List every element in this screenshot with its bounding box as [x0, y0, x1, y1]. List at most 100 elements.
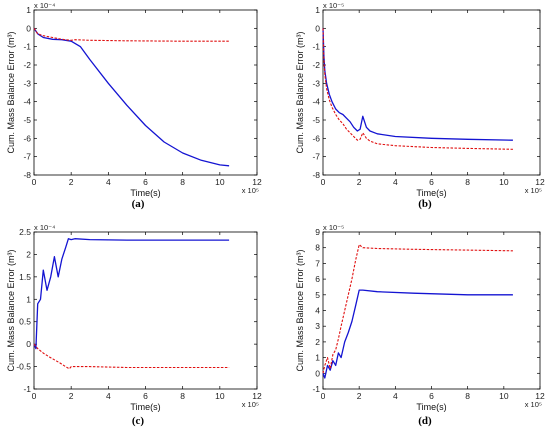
x-tick-label: 10: [215, 391, 225, 401]
plot-frame: [322, 9, 541, 176]
y-tick-label: 2: [26, 249, 31, 259]
y-tick-label: 8: [315, 243, 320, 253]
y-axis-label: Cum. Mass Balance Error (m³): [6, 249, 16, 371]
x-tick-label: 6: [143, 391, 148, 401]
y-tick-label: 0: [315, 23, 320, 33]
y-tick-label: -8: [312, 170, 320, 180]
x-tick-label: 10: [499, 177, 509, 187]
chart-panel-3: 0 2 4 6 8 10 12 -1 -0.5 0 0.5 1 1.5 2 2.5 x 10⁻⁴ x 10⁵ Ti…: [6, 223, 262, 427]
plot-frame: [33, 9, 258, 176]
y-tick-label: 1: [315, 353, 320, 363]
y-tick-label: -1: [23, 384, 31, 394]
x-tick-label: 10: [499, 391, 509, 401]
x-tick-label: 10: [215, 177, 225, 187]
panel-label: (c): [132, 415, 145, 427]
y-tick-label: -4: [312, 97, 320, 107]
y-tick-label: 9: [315, 227, 320, 237]
y-tick-label: -6: [312, 133, 320, 143]
y-tick-label: -7: [312, 152, 320, 162]
x-tick-label: 6: [143, 177, 148, 187]
y-tick-label: -3: [312, 78, 320, 88]
y-tick-label: -5: [23, 115, 31, 125]
chart-panel-2: 0 2 4 6 8 10 12 -8 -7 -6 -5 -4 -3 -2 -1 0 1 x 10⁻⁵ x 10⁵ Ti…: [295, 1, 545, 210]
series-line-red-dashed: [33, 27, 230, 42]
panel-label: (b): [418, 198, 432, 210]
y-axis-label: Cum. Mass Balance Error (m³): [295, 31, 305, 153]
x-tick-label: 6: [429, 177, 434, 187]
x-tick-label: 0: [321, 391, 326, 401]
x-tick-label: 8: [180, 177, 185, 187]
y-tick-label: 0: [315, 368, 320, 378]
y-tick-label: 6: [315, 274, 320, 284]
series-line-blue-solid: [33, 238, 230, 350]
x-tick-label: 0: [32, 391, 37, 401]
x-tick-label: 4: [393, 177, 398, 187]
y-tick-label: -8: [23, 170, 31, 180]
y-tick-label: -4: [23, 97, 31, 107]
y-tick-label: -6: [23, 133, 31, 143]
y-tick-label: 7: [315, 258, 320, 268]
y-tick-label: 0.5: [19, 317, 31, 327]
y-tick-label: 0: [26, 339, 31, 349]
x-multiplier: x 10⁵: [525, 186, 542, 195]
y-tick-label: 1: [315, 5, 320, 15]
series-line-red-dashed: [322, 244, 513, 374]
series-line-blue-solid: [33, 27, 230, 167]
y-axis-label: Cum. Mass Balance Error (m³): [295, 249, 305, 371]
y-multiplier: x 10⁻⁵: [323, 1, 344, 10]
panel-label: (d): [418, 415, 432, 427]
chart-panel-1: 0 2 4 6 8 10 12 -8 -7 -6 -5 -4 -3 -2 -1 0 1 x 10⁻⁴ x 10⁵ Ti…: [6, 1, 262, 210]
x-axis-label: Time(s): [416, 402, 446, 412]
y-axis-label: Cum. Mass Balance Error (m³): [6, 31, 16, 153]
series-line-blue-solid: [322, 28, 513, 141]
y-tick-label: -1: [23, 42, 31, 52]
y-tick-label: -3: [23, 78, 31, 88]
y-tick-label: 2: [315, 337, 320, 347]
plot-frame: [322, 231, 541, 390]
y-tick-label: 4: [315, 306, 320, 316]
y-multiplier: x 10⁻⁴: [34, 1, 55, 10]
y-tick-label: -2: [312, 60, 320, 70]
x-tick-label: 4: [393, 391, 398, 401]
y-tick-label: 1: [26, 294, 31, 304]
x-tick-label: 8: [465, 177, 470, 187]
x-tick-label: 8: [465, 391, 470, 401]
x-multiplier: x 10⁵: [525, 400, 542, 409]
y-multiplier: x 10⁻⁴: [34, 223, 55, 232]
series-line-blue-solid: [322, 289, 513, 379]
panel-label: (a): [132, 198, 145, 210]
x-tick-label: 2: [357, 177, 362, 187]
y-tick-label: 0: [26, 23, 31, 33]
y-tick-label: -1: [312, 384, 320, 394]
x-tick-label: 0: [321, 177, 326, 187]
x-tick-label: 4: [106, 177, 111, 187]
y-tick-label: 1.5: [19, 272, 31, 282]
y-tick-label: -0.5: [16, 362, 31, 372]
y-tick-label: -5: [312, 115, 320, 125]
x-tick-label: 2: [357, 391, 362, 401]
series-line-red-dashed: [33, 343, 230, 370]
x-tick-label: 6: [429, 391, 434, 401]
x-multiplier: x 10⁵: [242, 186, 259, 195]
y-tick-label: -1: [312, 42, 320, 52]
x-axis-label: Time(s): [416, 188, 446, 198]
x-tick-label: 4: [106, 391, 111, 401]
x-tick-label: 12: [252, 177, 262, 187]
x-tick-label: 8: [180, 391, 185, 401]
x-tick-label: 2: [69, 391, 74, 401]
y-tick-label: 3: [315, 321, 320, 331]
x-tick-label: 12: [535, 391, 545, 401]
x-tick-label: 12: [535, 177, 545, 187]
y-tick-label: 2.5: [19, 227, 31, 237]
x-tick-label: 2: [69, 177, 74, 187]
x-axis-label: Time(s): [130, 188, 160, 198]
series-line-red-dashed: [322, 28, 513, 150]
plot-frame: [33, 231, 258, 390]
y-multiplier: x 10⁻⁵: [323, 223, 344, 232]
y-tick-label: -2: [23, 60, 31, 70]
x-multiplier: x 10⁵: [242, 400, 259, 409]
y-tick-label: 5: [315, 290, 320, 300]
y-tick-label: 1: [26, 5, 31, 15]
